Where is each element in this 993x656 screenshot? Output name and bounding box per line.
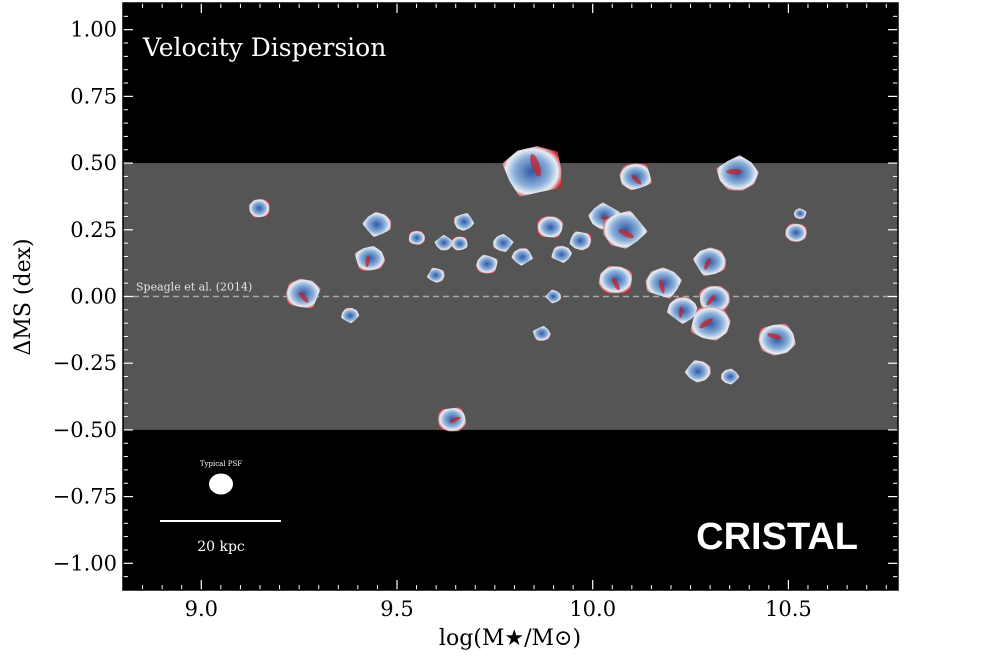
galaxy-feature: [767, 333, 782, 340]
galaxy-feature: [618, 229, 634, 239]
galaxy-marker: [645, 267, 683, 299]
x-tick-label: 10.5: [765, 597, 812, 621]
x-axis-title: log(M★/M⊙): [439, 626, 581, 651]
scale-bar-label: 20 kpc: [197, 539, 245, 555]
galaxy-marker: [684, 359, 711, 383]
y-tick-label: −0.50: [53, 418, 117, 442]
speagle-reference-label: Speagle et al. (2014): [136, 281, 252, 294]
galaxy-feature: [706, 295, 716, 306]
galaxy-feature: [449, 416, 461, 423]
galaxy-marker: [699, 285, 730, 313]
galaxy-feature: [365, 255, 370, 268]
galaxy-marker: [354, 245, 386, 271]
galaxy-marker: [551, 245, 573, 264]
galaxy-marker: [492, 233, 514, 253]
psf-label: Typical PSF: [200, 460, 242, 468]
galaxy-marker: [248, 198, 270, 218]
y-tick-label: 0.00: [70, 285, 117, 309]
galaxy-marker: [545, 289, 562, 304]
galaxy-marker: [603, 210, 648, 249]
psf-ellipse: [209, 473, 233, 495]
main-sequence-band: [123, 163, 898, 430]
galaxy-feature: [530, 154, 541, 177]
galaxy-marker: [666, 297, 699, 325]
galaxy-feature: [704, 257, 711, 270]
plot-frame: [122, 2, 899, 591]
galaxy-marker: [434, 234, 454, 251]
galaxy-marker: [511, 248, 534, 266]
galaxy-marker: [451, 236, 468, 251]
galaxy-marker: [453, 212, 475, 231]
y-tick-label: 0.75: [70, 84, 117, 108]
x-tick-label: 9.0: [185, 597, 218, 621]
galaxy-marker: [793, 208, 807, 219]
galaxy-feature: [298, 291, 309, 303]
galaxy-marker: [362, 211, 392, 238]
galaxy-marker: [408, 230, 425, 245]
galaxy-marker: [340, 307, 360, 324]
galaxy-marker: [758, 323, 796, 356]
galaxy-marker: [690, 306, 731, 341]
galaxy-marker: [475, 254, 499, 274]
cristal-brand-label: CRISTAL: [696, 516, 858, 558]
galaxy-marker: [502, 146, 562, 197]
y-tick-label: 0.50: [70, 151, 117, 175]
galaxy-marker: [286, 278, 321, 309]
galaxy-feature: [611, 277, 620, 291]
x-tick-label: 9.5: [380, 597, 413, 621]
y-tick-label: 0.25: [70, 218, 117, 242]
y-tick-label: −1.00: [53, 551, 117, 575]
galaxy-feature: [678, 306, 683, 319]
y-tick-label: 1.00: [70, 18, 117, 42]
chart-title: Velocity Dispersion: [142, 33, 386, 62]
galaxy-feature: [659, 279, 665, 294]
galaxy-marker: [532, 325, 551, 341]
y-axis-title: ΔMS (dex): [11, 238, 36, 355]
galaxy-marker: [569, 231, 592, 251]
galaxy-feature: [631, 174, 642, 185]
x-tick-label: 10.0: [569, 597, 616, 621]
y-tick-label: −0.25: [53, 351, 117, 375]
galaxy-marker: [785, 223, 807, 242]
y-tick-label: −0.75: [53, 485, 117, 509]
axis-ticks: 9.0 9.5 10.0 10.5 1.00 0.75 0.50 0.25 0.00 −0.25 −…: [53, 3, 898, 621]
galaxy-markers: [248, 146, 807, 432]
galaxy-marker: [426, 267, 445, 283]
galaxy-marker: [537, 216, 564, 238]
galaxy-marker: [720, 368, 740, 385]
galaxy-feature: [726, 168, 742, 175]
galaxy-feature: [699, 318, 713, 329]
